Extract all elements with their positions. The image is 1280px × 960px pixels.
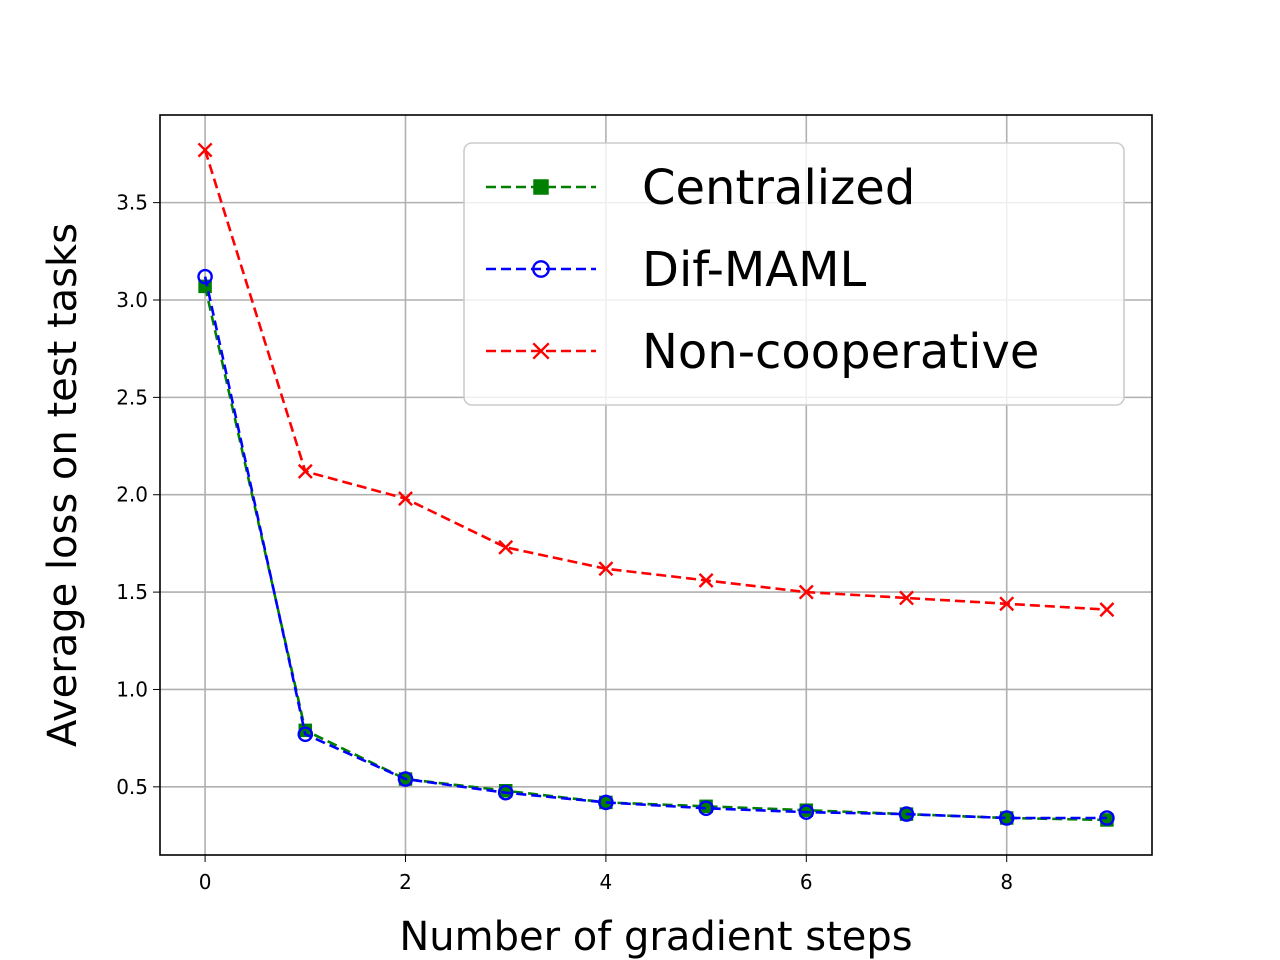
plot-frame: [159, 114, 1153, 856]
point-dif-maml: [798, 804, 815, 820]
point-non-cooperative: [698, 572, 714, 588]
point-dif-maml: [497, 784, 514, 801]
point-dif-maml: [297, 726, 314, 743]
legend: Centralized Dif-MAML Non-cooperative: [463, 142, 1125, 406]
x-tick-label: 6: [800, 870, 813, 894]
point-non-cooperative-stroke-b: [498, 539, 514, 555]
point-non-cooperative-stroke-b: [598, 561, 614, 577]
legend-marker-non-cooperative-stroke-b: [532, 342, 550, 360]
point-non-cooperative: [398, 491, 413, 507]
point-dif-maml: [197, 268, 213, 285]
point-non-cooperative: [197, 142, 213, 158]
y-tick-label: 2.5: [116, 385, 148, 409]
x-tick-label: 4: [600, 870, 613, 894]
legend-label-centralized: Centralized: [642, 160, 915, 216]
y-tick-label: 1.5: [116, 580, 148, 604]
x-tick-label: 0: [199, 870, 212, 894]
y-tick-label: 1.0: [116, 677, 148, 701]
legend-marker-dif-maml: [532, 260, 550, 278]
point-non-cooperative: [798, 584, 814, 600]
point-non-cooperative-stroke-b: [798, 584, 814, 600]
point-non-cooperative-stroke-b: [698, 572, 714, 588]
point-non-cooperative: [598, 561, 614, 577]
series-dif-maml: [197, 268, 1115, 826]
point-dif-maml: [698, 800, 714, 817]
point-dif-maml: [397, 771, 414, 787]
point-non-cooperative: [899, 590, 914, 606]
point-dif-maml: [598, 794, 614, 811]
point-dif-maml: [1099, 810, 1115, 826]
point-non-cooperative-stroke-b: [999, 596, 1015, 612]
legend-label-dif-maml: Dif-MAML: [642, 242, 867, 298]
x-tick-label: 8: [1000, 870, 1013, 894]
x-tick-label: 2: [399, 870, 412, 894]
point-non-cooperative-stroke-b: [197, 142, 213, 158]
legend-label-non-cooperative: Non-cooperative: [642, 324, 1039, 380]
line-dif-maml: [203, 276, 1107, 820]
point-dif-maml: [898, 806, 915, 822]
x-axis-title: Number of gradient steps: [399, 914, 912, 960]
point-dif-maml: [998, 810, 1015, 826]
y-tick-label: 3.5: [116, 191, 148, 215]
legend-marker-non-cooperative: [532, 342, 550, 360]
legend-marker-centralized: [533, 179, 549, 195]
point-non-cooperative: [498, 539, 514, 555]
line-non-cooperative: [203, 149, 1107, 611]
legend-box: [463, 142, 1125, 406]
series-layer: [197, 142, 1115, 827]
point-non-cooperative-stroke-b: [899, 590, 914, 606]
y-axis-title: Average loss on test tasks: [40, 223, 86, 747]
point-non-cooperative-stroke-b: [398, 491, 413, 507]
y-tick-label: 3.0: [116, 288, 148, 312]
point-non-cooperative: [1099, 602, 1115, 618]
point-non-cooperative-stroke-b: [297, 463, 313, 479]
point-non-cooperative: [999, 596, 1015, 612]
y-tick-label: 0.5: [116, 775, 148, 799]
series-non-cooperative: [197, 142, 1115, 618]
y-tick-label: 2.0: [116, 483, 148, 507]
point-non-cooperative: [297, 463, 313, 479]
axis-ticks: 0 2 4 6 8 0.5 1.0 1.5 2.0 2.5 3.0 3.5: [116, 191, 1013, 894]
point-non-cooperative-stroke-b: [1099, 602, 1115, 618]
